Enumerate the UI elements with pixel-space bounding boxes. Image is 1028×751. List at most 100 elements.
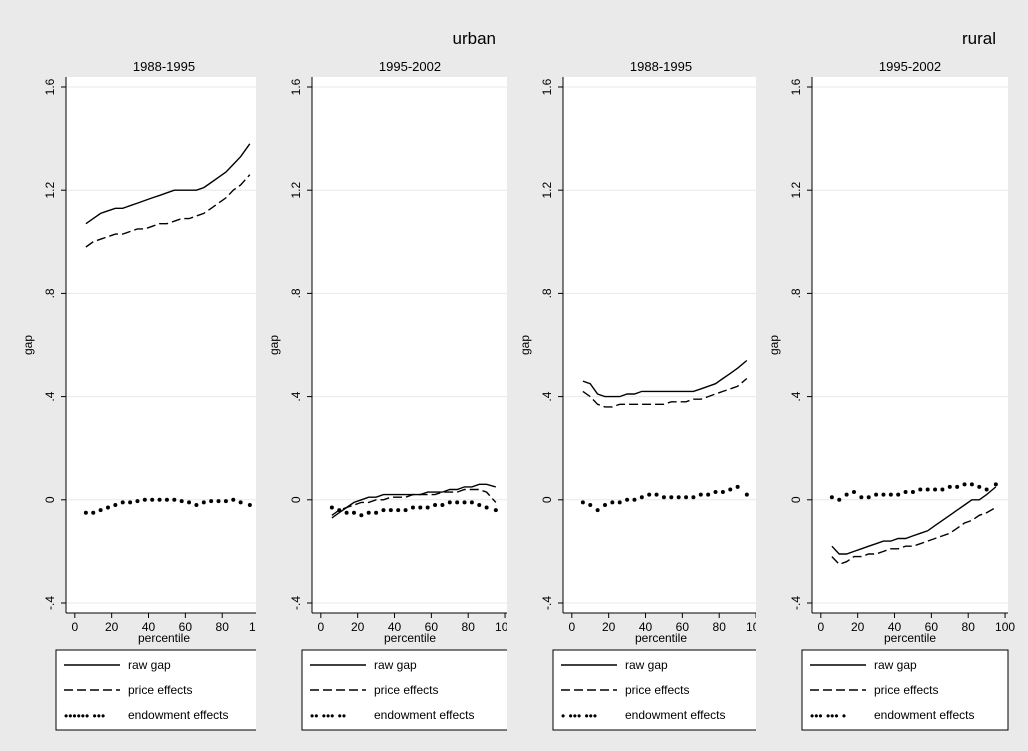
panel-3-endowment-effects-point bbox=[947, 484, 952, 489]
panel-1-endowment-effects-point bbox=[418, 505, 423, 510]
panel-3-xtick-label: 100 bbox=[995, 620, 1015, 634]
panel-3-xtick-label: 40 bbox=[888, 620, 902, 634]
panel-1-endowment-effects-point bbox=[484, 505, 489, 510]
panel-2-legend-label-price-effects: price effects bbox=[625, 683, 689, 697]
panel-1-endowment-effects-point bbox=[410, 505, 415, 510]
panel-2-endowment-effects-point bbox=[647, 492, 652, 497]
panel-3-endowment-effects-point bbox=[851, 490, 856, 495]
panel-1-x-axis-label: percentile bbox=[384, 631, 436, 645]
panel-2-legend-label-raw-gap: raw gap bbox=[625, 658, 668, 672]
panel-2-endowment-effects-point bbox=[610, 500, 615, 505]
panel-2-endowment-effects-point bbox=[661, 495, 666, 500]
panel-1-endowment-effects-point bbox=[477, 502, 482, 507]
panel-3-legend-label-endowment-effects: endowment effects bbox=[874, 708, 975, 722]
panel-1-endowment-effects-point bbox=[447, 500, 452, 505]
panel-1-endowment-effects-point bbox=[403, 508, 408, 513]
panel-3-endowment-effects-point bbox=[896, 492, 901, 497]
panel-2-legend-symbol-endowment-effects: • ••• ••• bbox=[561, 709, 597, 723]
panel-1-endowment-effects-point bbox=[359, 513, 364, 518]
panel-2-raw-gap-line bbox=[582, 359, 748, 398]
panel-1-ytick-label: 0 bbox=[289, 496, 303, 503]
panel-2-endowment-effects-point bbox=[617, 500, 622, 505]
panel-3-endowment-effects-point bbox=[925, 487, 930, 492]
panel-0-ytick-label: 0 bbox=[43, 496, 57, 503]
panel-2-endowment-effects-point bbox=[595, 508, 600, 513]
panel-1-endowment-effects-point bbox=[469, 500, 474, 505]
panel-3-raw-gap-line bbox=[831, 486, 997, 555]
panel-0-endowment-effects-point bbox=[238, 500, 243, 505]
panel-2-title: 1988-1995 bbox=[630, 59, 692, 74]
panel-3-endowment-effects-point bbox=[977, 484, 982, 489]
panel-2-endowment-effects-point bbox=[684, 495, 689, 500]
panel-0-endowment-effects-point bbox=[223, 499, 228, 504]
panel-2-ytick-label: 0 bbox=[540, 496, 554, 503]
panel-3-endowment-effects-point bbox=[837, 497, 842, 502]
panel-0-endowment-effects-point bbox=[83, 510, 88, 515]
panel-2-endowment-effects-point bbox=[632, 497, 637, 502]
panel-2-price-effects-line bbox=[582, 377, 748, 408]
panel-2-ytick-label: .4 bbox=[540, 391, 554, 401]
panel-1-ytick-label: 1.6 bbox=[289, 78, 303, 95]
panel-0-endowment-effects-point bbox=[194, 502, 199, 507]
panel-0-endowment-effects-point bbox=[105, 505, 110, 510]
panel-1-y-axis-label: gap bbox=[267, 335, 281, 355]
panel-0-ytick-label: .4 bbox=[43, 391, 57, 401]
panel-2-legend-label-endowment-effects: endowment effects bbox=[625, 708, 726, 722]
panel-2-y-axis-label: gap bbox=[518, 335, 532, 355]
panel-0-plot-area bbox=[66, 77, 262, 613]
panel-2-xtick-label: 0 bbox=[568, 620, 575, 634]
panel-1-xtick-label: 60 bbox=[425, 620, 439, 634]
panel-0-endowment-effects-point bbox=[157, 497, 162, 502]
panel-3-endowment-effects-point bbox=[903, 490, 908, 495]
panel-3-endowment-effects-point bbox=[955, 484, 960, 489]
panel-3-endowment-effects-point bbox=[940, 487, 945, 492]
panel-3-endowment-effects-point bbox=[933, 487, 938, 492]
panel-0-endowment-effects-point bbox=[164, 497, 169, 502]
panel-1-endowment-effects-point bbox=[344, 510, 349, 515]
panel-0-title: 1988-1995 bbox=[133, 59, 195, 74]
panel-3-title: 1995-2002 bbox=[879, 59, 941, 74]
panel-0-ytick-label: 1.6 bbox=[43, 78, 57, 95]
panel-0-endowment-effects-point bbox=[172, 497, 177, 502]
panel-2-endowment-effects-point bbox=[744, 492, 749, 497]
panel-2-endowment-effects-point bbox=[706, 492, 711, 497]
panel-1-endowment-effects-point bbox=[337, 508, 342, 513]
panel-0-endowment-effects-point bbox=[247, 502, 252, 507]
panel-0-xtick-label: 80 bbox=[216, 620, 230, 634]
panel-2-endowment-effects-point bbox=[698, 492, 703, 497]
panel-0-legend-symbol-endowment-effects: •••••• ••• bbox=[64, 709, 105, 723]
panel-3-plot-area bbox=[812, 77, 1008, 613]
panel-0-endowment-effects-point bbox=[179, 499, 184, 504]
panel-1-endowment-effects-point bbox=[433, 502, 438, 507]
panel-1-endowment-effects-point bbox=[374, 510, 379, 515]
panel-0-price-effects-line bbox=[85, 174, 251, 248]
panel-3-y-axis-label: gap bbox=[767, 335, 781, 355]
panel-0-endowment-effects-point bbox=[120, 500, 125, 505]
panel-0-endowment-effects-point bbox=[150, 497, 155, 502]
panel-1-ytick-label: .4 bbox=[289, 391, 303, 401]
panel-3-endowment-effects-point bbox=[859, 495, 864, 500]
panel-0-endowment-effects-point bbox=[201, 500, 206, 505]
panel-3-price-effects-line bbox=[831, 506, 997, 566]
panel-1-endowment-effects-point bbox=[440, 502, 445, 507]
panel-1-endowment-effects-point bbox=[455, 500, 460, 505]
panel-0-xtick-label: 60 bbox=[179, 620, 193, 634]
panel-3-endowment-effects-point bbox=[962, 482, 967, 487]
panel-2-endowment-effects-point bbox=[728, 487, 733, 492]
panel-0-x-axis-label: percentile bbox=[138, 631, 190, 645]
panel-0-endowment-effects-point bbox=[128, 500, 133, 505]
panel-3-endowment-effects-point bbox=[844, 492, 849, 497]
panel-3-endowment-effects-point bbox=[984, 487, 989, 492]
panel-3-ytick-label: 1.6 bbox=[789, 78, 803, 95]
group-title-rural: rural bbox=[962, 29, 996, 48]
panel-3-endowment-effects-point bbox=[881, 492, 886, 497]
panel-2-ytick-label: 1.2 bbox=[540, 182, 554, 199]
panel-0-ytick-label: -.4 bbox=[43, 596, 57, 610]
panel-3-legend bbox=[801, 649, 1009, 731]
panel-3-ytick-label: .4 bbox=[789, 391, 803, 401]
panel-0-raw-gap-line bbox=[85, 143, 251, 225]
panel-1-legend-label-endowment-effects: endowment effects bbox=[374, 708, 475, 722]
panel-0-xtick-label: 0 bbox=[71, 620, 78, 634]
panel-1-legend-symbol-endowment-effects: •• ••• •• bbox=[310, 709, 346, 723]
panel-0-endowment-effects-point bbox=[98, 508, 103, 513]
